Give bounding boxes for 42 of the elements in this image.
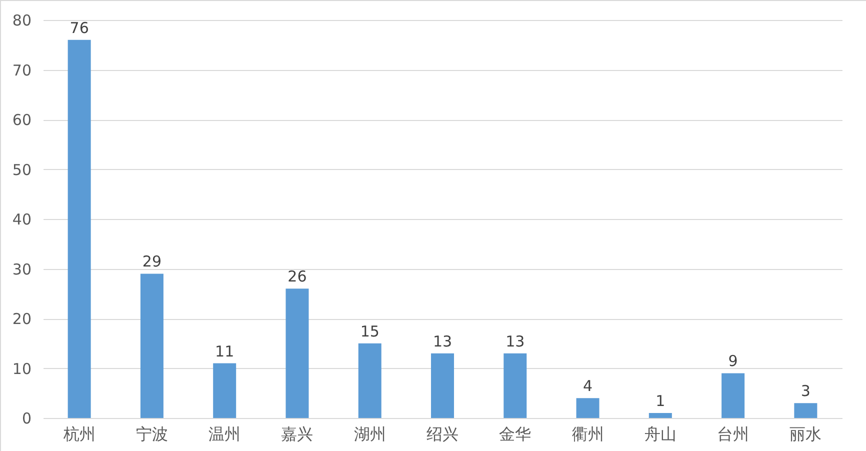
data-label: 11 (215, 342, 234, 360)
data-label: 76 (70, 18, 89, 37)
bar (286, 288, 309, 418)
data-label: 15 (360, 322, 380, 340)
x-tick-label: 杭州 (62, 424, 96, 444)
bar (358, 343, 382, 418)
y-tick-label: 70 (12, 61, 32, 80)
data-label: 4 (583, 377, 593, 396)
x-tick-label: 舟山 (644, 424, 676, 444)
y-tick-label: 40 (12, 210, 32, 228)
bar (576, 398, 600, 418)
bar (794, 403, 818, 418)
bar (504, 353, 527, 418)
x-tick-label: 金华 (499, 424, 532, 444)
x-tick-label: 台州 (717, 424, 750, 444)
bar (722, 373, 745, 418)
y-tick-label: 80 (12, 12, 32, 30)
x-tick-label: 湖州 (354, 424, 386, 444)
bar (431, 353, 454, 418)
y-tick-label: 50 (12, 160, 32, 179)
data-label: 1 (656, 392, 666, 410)
data-label: 13 (432, 332, 452, 350)
y-tick-label: 0 (22, 410, 32, 428)
bar (140, 274, 164, 418)
bar (213, 363, 236, 418)
x-tick-label: 温州 (208, 424, 241, 444)
y-tick-label: 60 (12, 111, 32, 129)
y-tick-label: 20 (12, 310, 32, 328)
data-label: 3 (800, 382, 810, 400)
data-label: 13 (506, 332, 525, 350)
bar (68, 40, 91, 418)
data-label: 26 (288, 268, 307, 286)
x-tick-label: 嘉兴 (281, 424, 314, 444)
y-tick-label: 30 (12, 260, 32, 278)
data-label: 29 (142, 252, 162, 271)
x-tick-label: 宁波 (136, 424, 168, 444)
x-tick-label: 丽水 (790, 424, 822, 444)
bar (648, 413, 672, 418)
x-tick-label: 绍兴 (426, 424, 458, 444)
x-tick-label: 衢州 (572, 424, 604, 444)
y-tick-label: 10 (12, 360, 32, 378)
data-label: 9 (728, 352, 738, 370)
